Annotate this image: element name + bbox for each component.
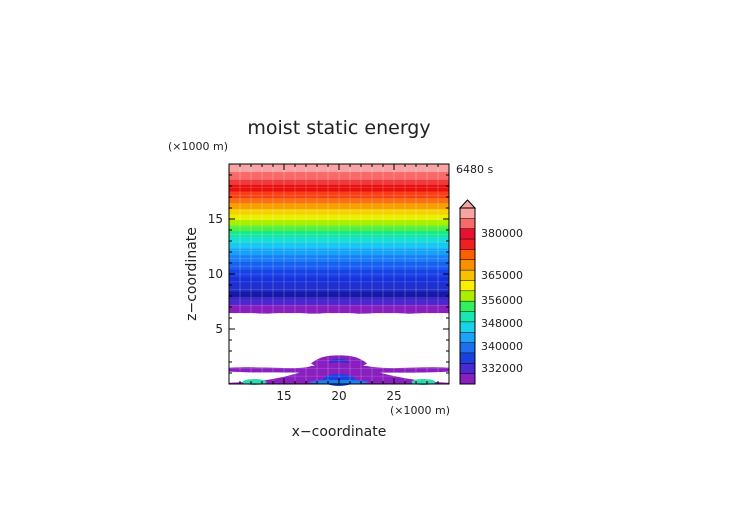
band-13 <box>229 242 449 250</box>
band-7 <box>229 209 449 216</box>
band-6 <box>229 203 449 210</box>
x-axis-label: x−coordinate <box>292 424 387 440</box>
y-tick-label: 10 <box>208 267 223 281</box>
band-4 <box>229 191 449 199</box>
band-22 <box>229 304 449 314</box>
band-16 <box>229 261 449 271</box>
colorbar-segment <box>460 280 475 292</box>
y-axis-ticks: 5 10 15 <box>208 174 449 374</box>
band-2 <box>229 179 449 186</box>
colorbar-segment <box>460 218 475 230</box>
band-5 <box>229 198 449 205</box>
x-axis-ticks: 15 20 25 <box>239 164 439 403</box>
band-8 <box>229 214 449 221</box>
y-axis-label: z−coordinate <box>184 227 200 321</box>
colorbar-segment <box>460 301 475 312</box>
colorbar-tick-label: 365000 <box>481 269 523 282</box>
band-15 <box>229 255 449 263</box>
colorbar-segment <box>460 239 475 250</box>
colorbar-segment <box>460 363 475 374</box>
colorbar-segment <box>460 208 475 219</box>
colorbar-segment <box>460 270 475 281</box>
band-9 <box>229 220 449 227</box>
colorbar-tick-label: 332000 <box>481 362 523 375</box>
colorbar-segment <box>460 259 475 271</box>
colorbar-segment <box>460 249 475 261</box>
band-18 <box>229 277 449 286</box>
band-11 <box>229 231 449 238</box>
colorbar-segment <box>460 373 475 385</box>
band-20 <box>229 291 449 299</box>
colorbar-segment <box>460 311 475 323</box>
colorbar-frame <box>459 207 476 385</box>
band-19 <box>229 285 449 293</box>
colorbar: 332000 340000 348000 356000 365000 380000 <box>458 199 523 385</box>
band-edge-22 <box>228 311 450 314</box>
band-17 <box>229 269 449 278</box>
band-12 <box>229 236 449 243</box>
colorbar-segment <box>460 290 475 302</box>
colorbar-segment <box>460 321 475 333</box>
time-label: 6480 s <box>456 163 493 176</box>
grid <box>229 164 449 384</box>
plot-area <box>228 164 450 386</box>
band-1 <box>229 171 449 180</box>
colorbar-segment <box>460 352 475 364</box>
band-3 <box>229 184 449 193</box>
colorbar-extend-arrow <box>458 199 477 209</box>
chart-title: moist static energy <box>247 117 430 139</box>
x-tick-label: 15 <box>276 389 291 403</box>
colorbar-tick-label: 348000 <box>481 317 523 330</box>
y-tick-label: 15 <box>208 212 223 226</box>
band-10 <box>229 225 449 232</box>
x-axis-unit: (×1000 m) <box>390 404 450 417</box>
colorbar-tick-label: 340000 <box>481 340 523 353</box>
colorbar-segment <box>460 342 475 354</box>
band-14 <box>229 248 449 256</box>
colorbar-segment <box>460 332 475 343</box>
band-21 <box>229 298 449 306</box>
y-axis-unit: (×1000 m) <box>168 140 228 153</box>
x-tick-label: 25 <box>386 389 401 403</box>
colorbar-tick-label: 380000 <box>481 227 523 240</box>
colorbar-tick-label: 356000 <box>481 294 523 307</box>
x-tick-label: 20 <box>331 389 346 403</box>
colorbar-segment <box>460 228 475 240</box>
y-tick-label: 5 <box>215 322 223 336</box>
